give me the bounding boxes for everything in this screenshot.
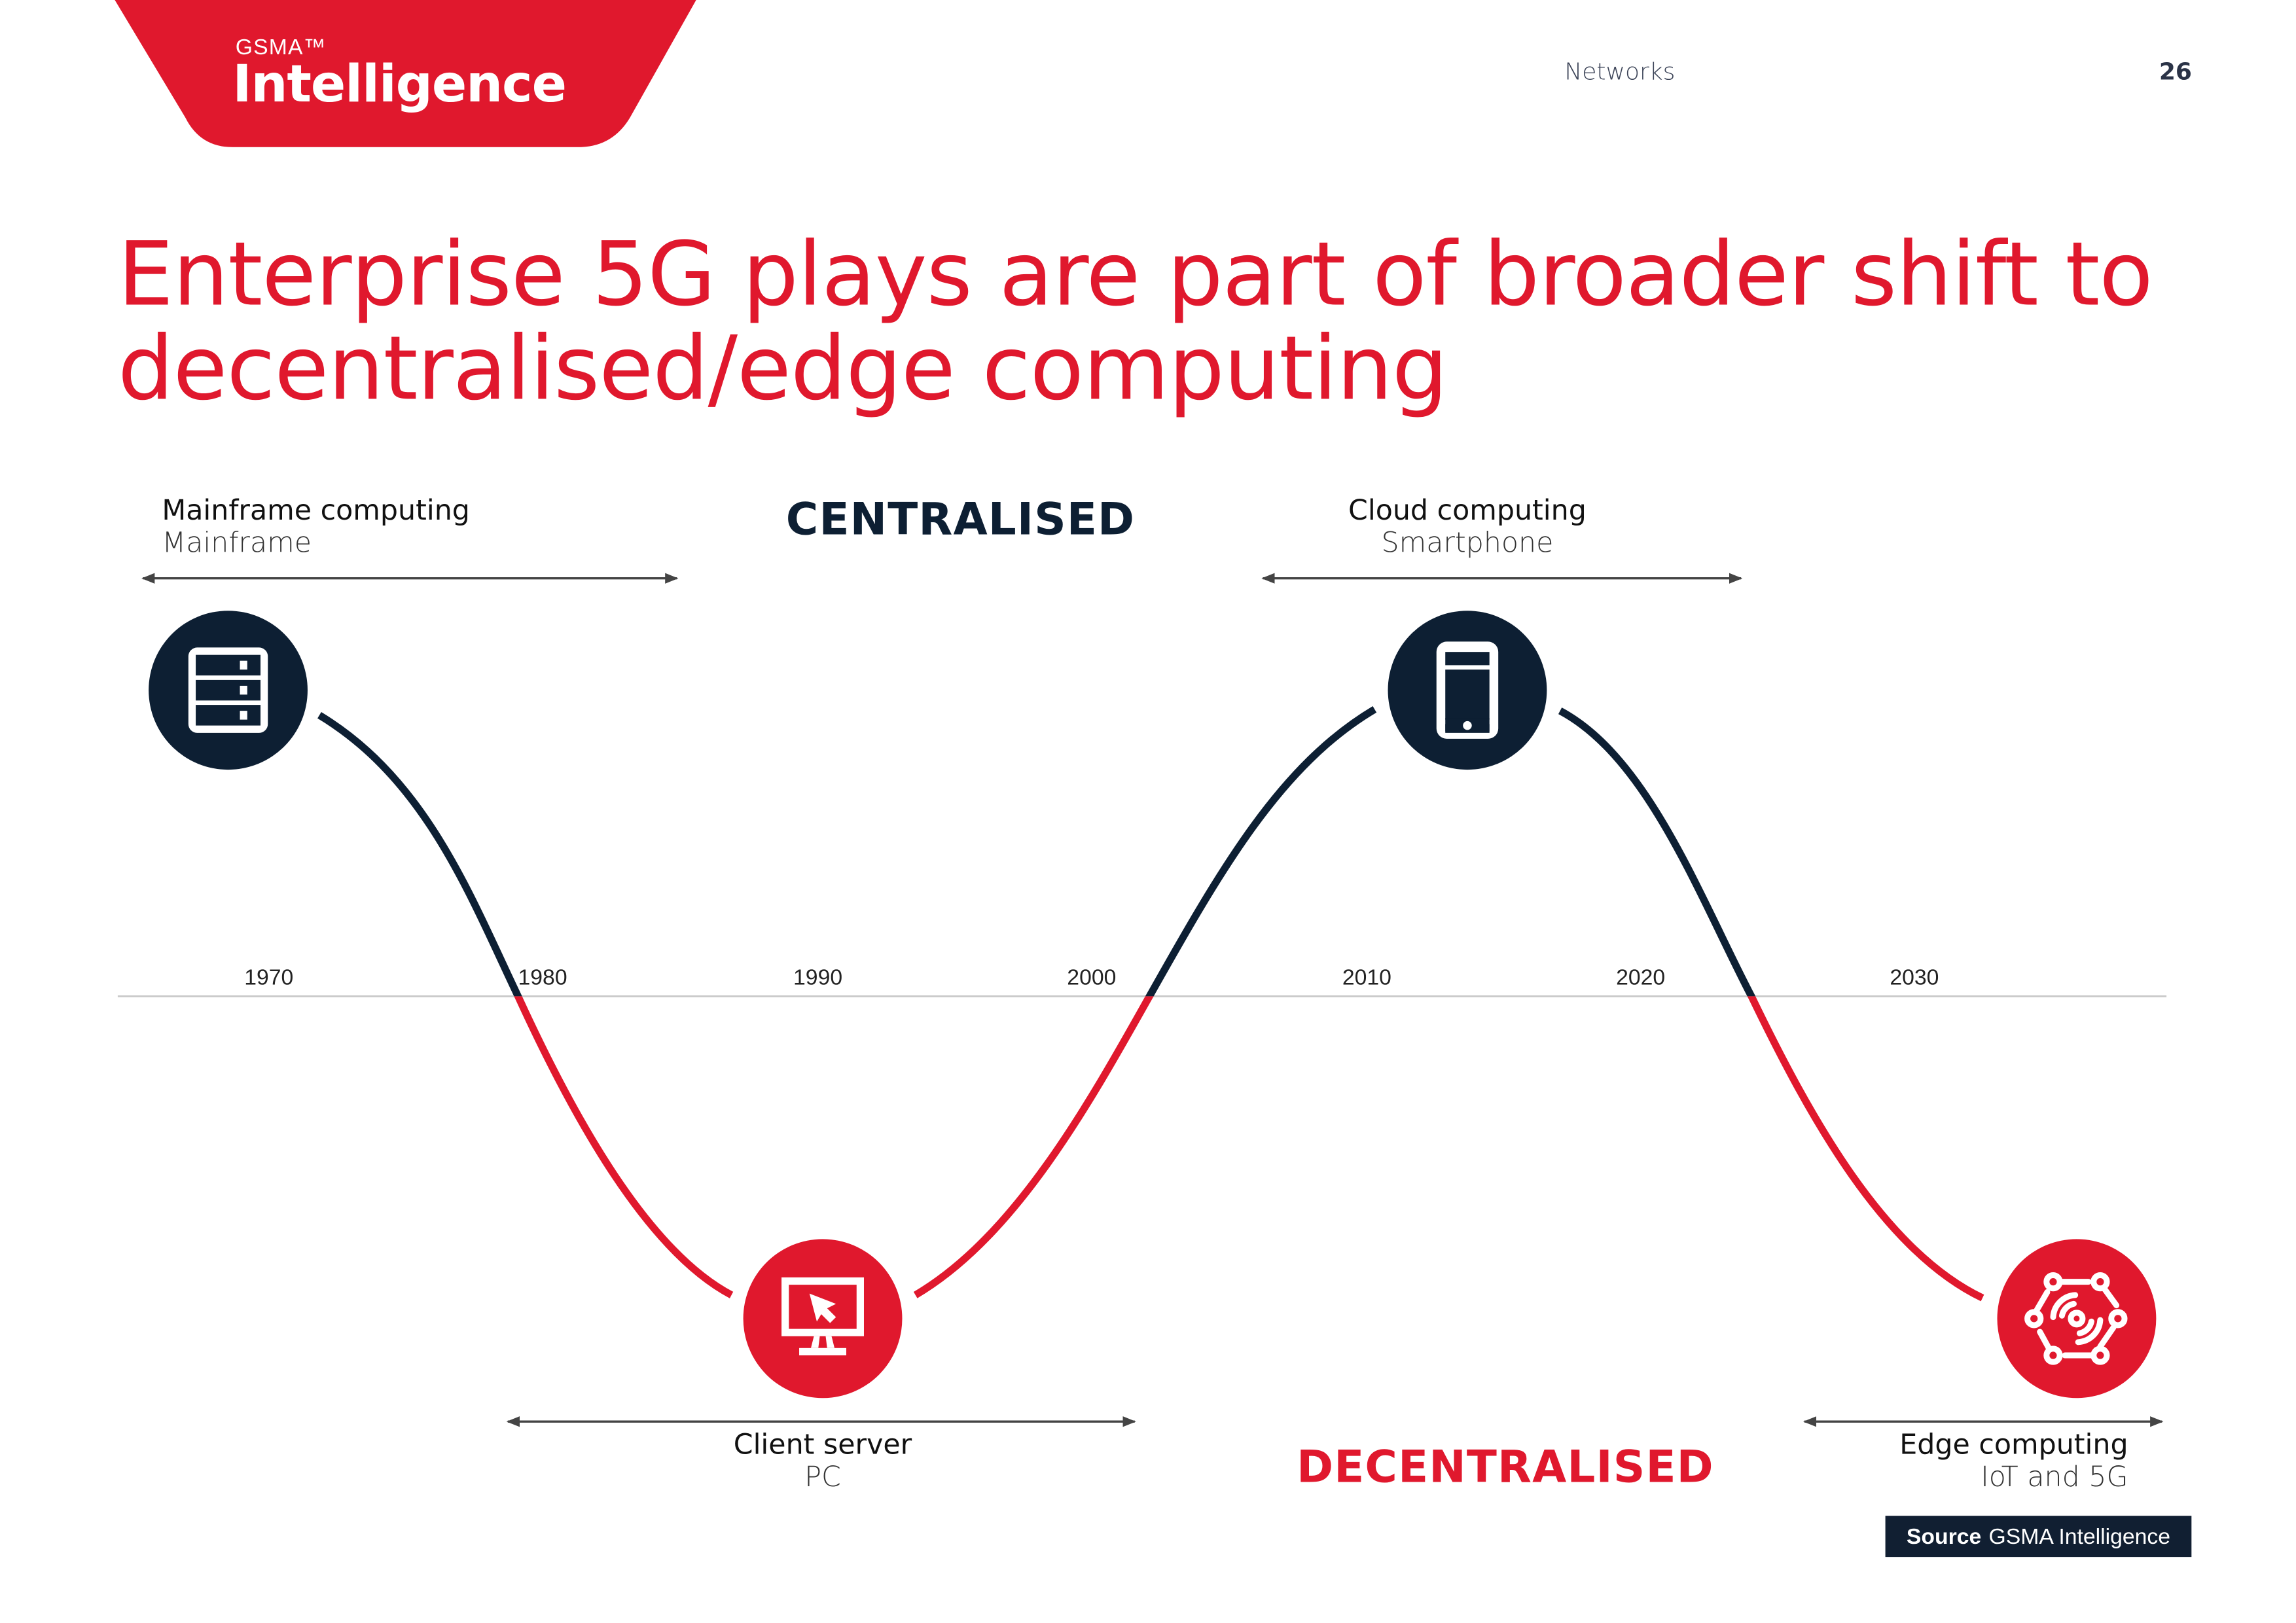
title-line-2: decentralised/edge computing — [117, 317, 1448, 421]
logo-product: Intelligence — [232, 56, 567, 115]
page-title: Enterprise 5G plays are part of broader … — [118, 228, 2153, 417]
era-name: Mainframe computing — [162, 494, 470, 527]
year-label: 2030 — [1890, 965, 1939, 991]
server-icon — [149, 611, 308, 770]
era-name: Edge computing — [1899, 1429, 2128, 1461]
section-label: Networks — [1564, 57, 1676, 86]
source-value: GSMA Intelligence — [1988, 1524, 2170, 1549]
era-device: Mainframe — [162, 527, 312, 560]
era-mainframe: Mainframe computing Mainframe — [162, 495, 470, 560]
era-edge: Edge computing IoT and 5G — [1834, 1429, 2128, 1493]
era-device: IoT and 5G — [1981, 1461, 2128, 1494]
iot-network-icon — [1997, 1239, 2157, 1399]
logo-brand: GSMA™ — [235, 35, 327, 61]
era-name: Client server — [733, 1429, 912, 1461]
smartphone-icon — [1388, 611, 1547, 770]
region-label-centralised: CENTRALISED — [785, 494, 1136, 546]
year-label: 2020 — [1616, 965, 1666, 991]
logo-tab-shape — [115, 0, 696, 147]
year-label: 1980 — [518, 965, 567, 991]
era-client-server: Client server PC — [675, 1429, 970, 1493]
source-badge: Source GSMA Intelligence — [1885, 1516, 2192, 1558]
desktop-cursor-icon — [743, 1239, 903, 1399]
year-label: 2000 — [1067, 965, 1117, 991]
era-device: Smartphone — [1381, 527, 1554, 560]
region-label-decentralised: DECENTRALISED — [1297, 1442, 1714, 1494]
year-label: 1990 — [793, 965, 843, 991]
source-label: Source — [1906, 1524, 1982, 1549]
era-name: Cloud computing — [1348, 494, 1587, 527]
era-cloud: Cloud computing Smartphone — [1320, 495, 1615, 560]
era-device: PC — [804, 1461, 841, 1494]
page-number: 26 — [2159, 57, 2192, 86]
year-label: 1970 — [244, 965, 294, 991]
title-line-1: Enterprise 5G plays are part of broader … — [117, 223, 2153, 327]
year-label: 2010 — [1342, 965, 1391, 991]
